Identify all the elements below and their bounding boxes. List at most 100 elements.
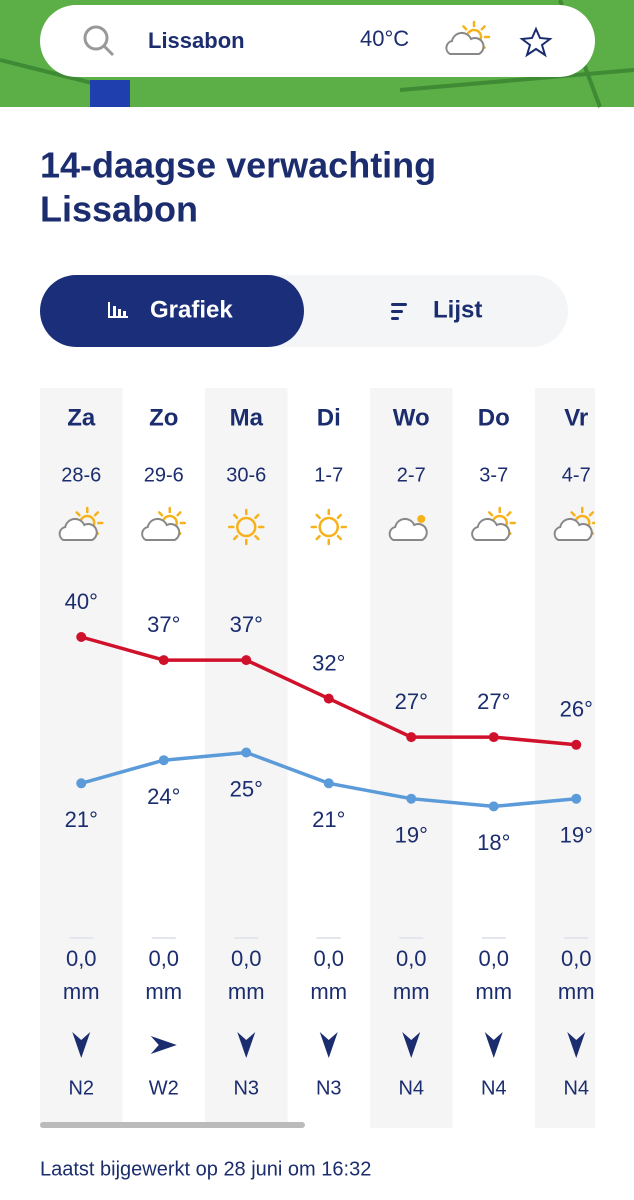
- tab-label[interactable]: Grafiek: [150, 296, 233, 323]
- date: 3-7: [479, 464, 508, 486]
- date: 1-7: [314, 464, 343, 486]
- precipitation: 0,0: [396, 946, 427, 971]
- date: 30-6: [226, 464, 266, 486]
- max-point: [158, 655, 169, 666]
- precip-baseline: [399, 937, 424, 939]
- weather-icon: [471, 506, 516, 541]
- weather-icon: [310, 508, 347, 546]
- sun-ray: [157, 511, 164, 517]
- weather-icon: [388, 515, 428, 541]
- current-temperature: 40°C: [360, 26, 409, 51]
- min-label: 25°: [230, 776, 263, 801]
- precip-baseline: [234, 937, 259, 939]
- precip-baseline: [316, 937, 341, 939]
- tab-active[interactable]: [40, 275, 304, 347]
- wind-arrow: [402, 1032, 421, 1058]
- wind: N4: [481, 1077, 507, 1099]
- city: Lissabon: [148, 28, 245, 53]
- min-label: 18°: [477, 830, 510, 855]
- sun-peek: [417, 515, 426, 523]
- date: 4-7: [562, 464, 591, 486]
- precip-unit: mm: [310, 979, 347, 1004]
- sun-ray: [254, 513, 260, 520]
- min-label: 24°: [147, 784, 180, 809]
- max-label: 27°: [477, 689, 510, 714]
- sun-ray: [254, 534, 260, 541]
- precipitation: 0,0: [478, 946, 509, 971]
- favorite-star[interactable]: [519, 26, 553, 58]
- sun: [236, 516, 257, 538]
- sun-ray: [506, 511, 512, 517]
- page-title: 14-daagse verwachting: [40, 145, 436, 186]
- wind-arrow: [150, 1036, 177, 1054]
- min-point: [241, 747, 252, 758]
- precip-unit: mm: [558, 979, 595, 1004]
- wind: N2: [68, 1077, 94, 1099]
- search-icon[interactable]: [83, 25, 115, 57]
- cloud: [388, 517, 428, 541]
- min-point: [158, 755, 169, 766]
- min-label: 19°: [395, 823, 428, 848]
- list-icon: [391, 303, 407, 320]
- weather-icon: [141, 506, 186, 541]
- day-name: Wo: [393, 404, 430, 431]
- precip-baseline: [69, 937, 94, 939]
- max-point: [571, 739, 582, 750]
- wind: N3: [233, 1077, 259, 1099]
- max-label: 27°: [395, 689, 428, 714]
- precip-unit: mm: [145, 979, 182, 1004]
- min-point: [406, 793, 417, 804]
- sun-ray: [93, 511, 100, 517]
- precipitation: 0,0: [66, 946, 97, 971]
- sun: [318, 516, 339, 538]
- min-label: 19°: [560, 823, 593, 848]
- wind-arrow: [567, 1032, 586, 1058]
- precipitation: 0,0: [148, 946, 179, 971]
- precip-baseline: [564, 937, 589, 939]
- date: 28-6: [61, 464, 101, 486]
- max-label: 37°: [230, 612, 263, 637]
- min-label: 21°: [312, 807, 345, 832]
- sun-ray: [336, 534, 343, 541]
- precipitation: 0,0: [561, 946, 592, 971]
- max-point: [406, 732, 417, 743]
- cloud: [471, 517, 511, 541]
- map-water: [90, 80, 130, 107]
- precip-baseline: [481, 937, 506, 939]
- precip-baseline: [151, 937, 176, 939]
- max-label: 37°: [147, 612, 180, 637]
- wind: N3: [316, 1077, 342, 1099]
- wind-arrow: [237, 1032, 256, 1058]
- page-title: Lissabon: [40, 189, 198, 230]
- sun-ray: [588, 511, 595, 517]
- min-point: [488, 801, 499, 812]
- wind-arrow: [484, 1032, 503, 1058]
- wind: N4: [398, 1077, 424, 1099]
- sun-ray: [336, 513, 343, 520]
- tab-label[interactable]: Lijst: [433, 296, 482, 323]
- max-label: 26°: [560, 697, 593, 722]
- column-band: [535, 388, 595, 1128]
- precip-unit: mm: [63, 979, 100, 1004]
- weather-icon: [58, 506, 104, 541]
- search-bar[interactable]: [40, 5, 595, 77]
- day-name: Vr: [564, 404, 588, 431]
- weather-icon: [445, 20, 491, 55]
- precip-unit: mm: [475, 979, 512, 1004]
- sun-ray: [176, 511, 182, 517]
- min-point: [571, 793, 582, 804]
- cloud: [58, 517, 98, 541]
- max-label: 32°: [312, 650, 345, 675]
- date: 2-7: [397, 464, 426, 486]
- sun-ray: [315, 534, 321, 541]
- sun-ray: [75, 511, 81, 517]
- cloud: [445, 31, 485, 55]
- sun-ray: [315, 513, 321, 520]
- max-point: [323, 693, 334, 704]
- column-band: [370, 388, 453, 1128]
- sun-ray: [232, 513, 239, 520]
- weather-icon: [553, 506, 595, 541]
- sun-ray: [487, 511, 494, 517]
- sun-ray: [462, 25, 468, 31]
- sun-ray: [570, 511, 576, 517]
